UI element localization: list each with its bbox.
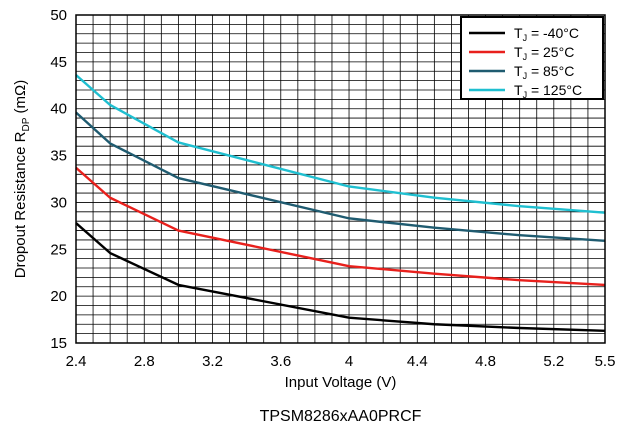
y-tick-label: 40 xyxy=(50,101,67,118)
x-tick-label: 2.4 xyxy=(66,353,87,370)
x-axis-label: Input Voltage (V) xyxy=(285,374,397,391)
y-tick-label: 15 xyxy=(50,335,67,352)
chart-caption: TPSM8286xAA0PRCF xyxy=(260,408,422,425)
y-tick-label: 30 xyxy=(50,194,67,211)
y-tick-labels: 15 20 25 30 35 40 45 50 xyxy=(50,7,67,352)
series-line-1 xyxy=(75,166,606,287)
legend-entry-0: TJ = -40°C xyxy=(514,25,579,43)
series-line-0 xyxy=(75,222,606,333)
series-line-3 xyxy=(75,74,606,214)
series-lines xyxy=(75,74,606,333)
y-axis-label-prefix: Dropout Resistance R xyxy=(12,131,29,278)
y-tick-label: 20 xyxy=(50,288,67,305)
x-tick-label: 3.2 xyxy=(202,353,223,370)
y-axis-label-suffix: (mΩ) xyxy=(12,80,29,118)
x-tick-label: 3.6 xyxy=(270,353,291,370)
legend-entry-2: TJ = 85°C xyxy=(514,63,574,81)
plot-frame xyxy=(75,14,606,344)
y-tick-label: 45 xyxy=(50,54,67,71)
y-tick-label: 35 xyxy=(50,148,67,165)
legend-entry-3: TJ = 125°C xyxy=(514,82,582,100)
y-axis-label-sub: DP xyxy=(21,117,32,131)
x-tick-label: 2.8 xyxy=(134,353,155,370)
x-tick-label: 5.2 xyxy=(543,353,564,370)
x-tick-labels: 2.4 2.8 3.2 3.6 4 4.4 4.8 5.2 5.5 xyxy=(66,353,616,370)
x-tick-label: 4.8 xyxy=(475,353,496,370)
y-axis-label: Dropout Resistance RDP (mΩ) xyxy=(12,80,32,279)
y-tick-label: 25 xyxy=(50,241,67,258)
x-tick-label: 4.4 xyxy=(407,353,428,370)
legend-box xyxy=(460,16,604,100)
x-tick-label: 4 xyxy=(345,353,353,370)
x-tick-label: 5.5 xyxy=(595,353,616,370)
series-line-2 xyxy=(75,111,606,243)
legend-entry-1: TJ = 25°C xyxy=(514,44,574,62)
legend: TJ = -40°CTJ = 25°CTJ = 85°CTJ = 125°C xyxy=(460,16,604,100)
y-tick-label: 50 xyxy=(50,7,67,24)
